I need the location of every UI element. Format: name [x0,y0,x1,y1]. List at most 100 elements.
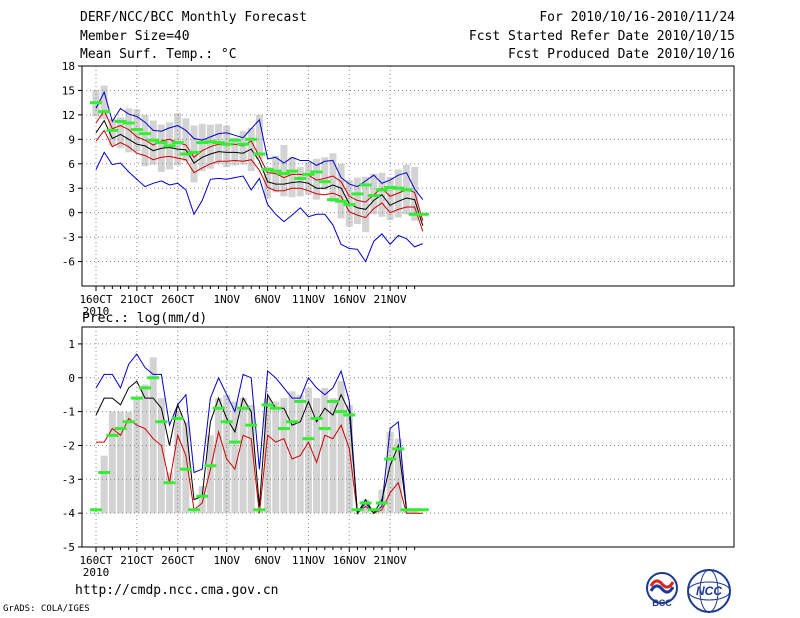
prec-spread-box [157,398,165,514]
prec-spread-box [206,435,214,514]
temp-spread-box [149,120,157,165]
prec-median-mark [408,508,421,512]
prec-x-tick-label: 6NOV [254,554,281,567]
temp-median-mark [122,121,135,125]
prec-year-label: 2010 [83,566,110,579]
prec-median-mark [261,403,274,407]
prec-spread-box [411,509,419,514]
prec-spread-box [329,398,337,514]
temp-median-mark [196,141,209,145]
prec-median-mark [98,471,111,475]
temp-y-tick-label: -6 [62,256,75,269]
temp-median-mark [384,185,397,189]
temp-median-mark [106,128,119,132]
prec-median-mark [286,420,299,424]
prec-x-tick-label: 160CT [79,554,112,567]
prec-frame [81,326,735,548]
prec-median-mark [139,386,152,390]
temp-median-mark [179,152,192,156]
temp-y-tick-label: 12 [62,109,75,122]
prec-median-mark [171,416,184,420]
temp-median-mark [147,138,160,142]
prec-spread-box [190,509,198,514]
temp-spread-box [321,157,329,190]
prec-spread-box [304,387,312,514]
start-date: Fcst Started Refer Date 2010/10/15 [468,29,735,44]
prec-median-mark [179,467,192,471]
prec-x-tick-label: 21NOV [374,554,407,567]
prec-spread-box [166,472,174,514]
prec-median-mark [375,501,388,505]
prec-spread-box [231,401,239,514]
temp-upper-line [95,109,424,221]
prec-y-tick-label: -2 [62,439,75,452]
prec-median-mark [114,427,127,431]
prec-y-tick-label: 1 [68,338,75,351]
prec-y-tick-label: -5 [62,541,75,554]
temp-x-tick-label: 11NOV [292,293,325,306]
prec-spread-box [149,357,157,514]
prec-y-tick-label: 0 [68,372,75,385]
temp-median-mark [286,169,299,173]
temp-median-mark [245,137,258,141]
prec-spread-box [386,431,394,514]
temp-median-mark [237,142,250,146]
temp-median-mark [343,203,356,207]
prec-spread-box [321,387,329,514]
temp-median-mark [408,212,421,216]
prec-y-tick-label: -1 [62,406,75,419]
prec-median-mark [106,433,119,437]
prec-spread-box [100,455,108,514]
temp-y-tick-label: 15 [62,84,75,97]
produced-date: Fcst Produced Date 2010/10/16 [508,47,735,62]
temp-y-tick-label: -3 [62,231,75,244]
prec-median-mark [318,427,331,431]
temp-median-mark [318,180,331,184]
temp-y-tick-label: 9 [68,133,75,146]
temp-spread-box [280,145,288,197]
temp-median-mark [359,183,372,187]
prec-median-mark [343,413,356,417]
temp-median-mark [155,141,168,145]
temp-median-mark [212,141,225,145]
temp-spread-box [108,118,116,146]
temp-x-tick-label: 21NOV [374,293,407,306]
temp-frame [81,65,735,287]
source-url[interactable]: http://cmdp.ncc.cma.gov.cn [75,583,279,598]
bcc-logo-text: BCC [652,598,672,608]
temp-spread-box [198,123,206,172]
temp-spread-box [117,117,125,149]
temp-x-tick-label: 6NOV [254,293,281,306]
prec-x-tick-label: 1NOV [213,554,240,567]
prec-median-mark [163,481,176,485]
prec-median-mark [269,406,282,410]
temp-median-mark [294,176,307,180]
temp-spread-box [313,158,321,200]
temp-median-mark [220,142,233,146]
prec-median-mark [237,406,250,410]
prec-spread-box [223,394,231,514]
temp-year-label: 2010 [83,305,110,318]
prec-spread-box [239,398,247,514]
prec-median-mark [245,423,258,427]
prec-x-tick-label: 26OCT [161,554,194,567]
figure-title: DERF/NCC/BCC Monthly Forecast [80,10,307,25]
temp-median-mark [228,138,241,142]
temp-y-tick-label: 3 [68,182,75,195]
temp-median-mark [326,198,339,202]
prec-spread-box [247,404,255,514]
temp-x-tick-label: 26OCT [161,293,194,306]
prec-spread-box [337,381,345,514]
temp-spread-box [239,131,247,165]
temp-min-line [95,151,423,263]
temp-median-mark [261,167,274,171]
temp-spread-box [255,114,263,159]
temp-mean-line [95,119,424,226]
prec-median-mark [277,427,290,431]
prec-spread-box [174,411,182,514]
temp-spread-box [362,176,370,233]
temp-spread-box [231,137,239,166]
temp-median-mark [171,141,184,145]
temp-spread-box [190,125,198,183]
prec-spread-box [108,411,116,514]
